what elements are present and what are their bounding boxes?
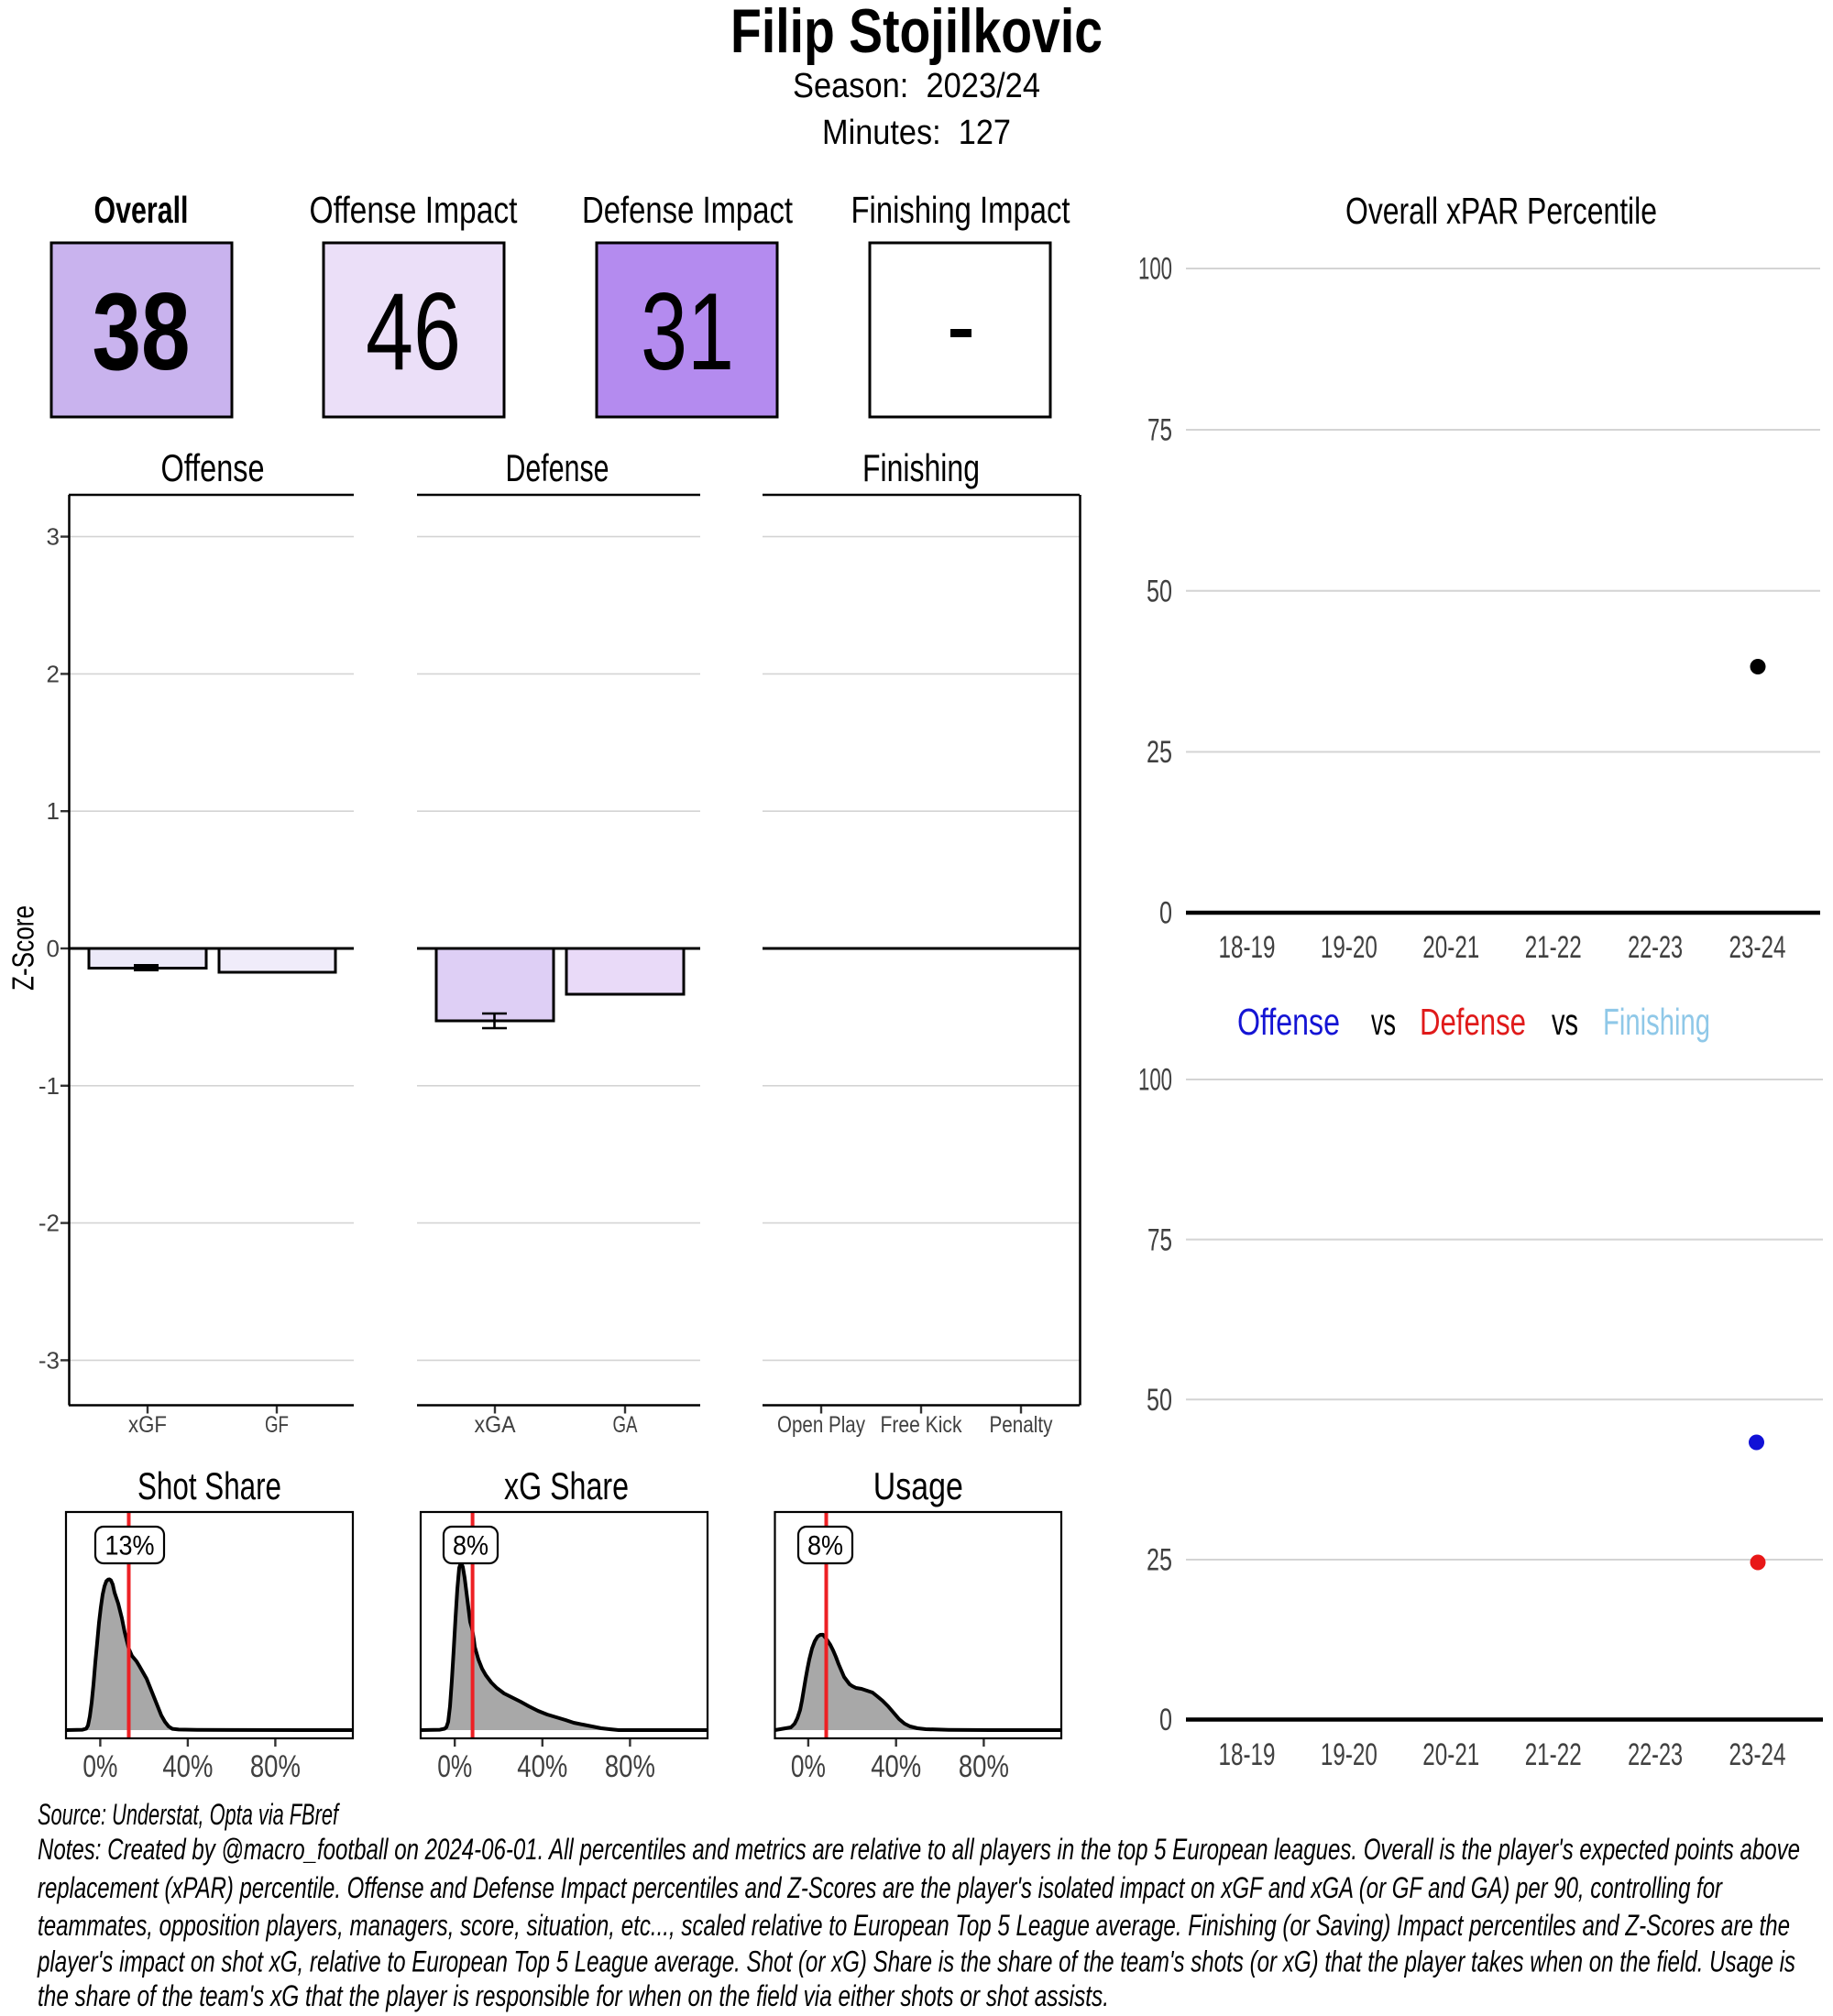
svg-text:Overall xPAR Percentile: Overall xPAR Percentile	[1345, 190, 1657, 232]
svg-text:xGA: xGA	[475, 1412, 516, 1438]
svg-text:GF: GF	[265, 1412, 289, 1438]
svg-text:xGF: xGF	[128, 1412, 167, 1438]
svg-text:75: 75	[1147, 413, 1172, 448]
svg-text:-2: -2	[38, 1210, 60, 1237]
svg-text:0: 0	[1159, 1703, 1172, 1737]
svg-text:18-19: 18-19	[1219, 1737, 1276, 1772]
svg-text:13%: 13%	[105, 1531, 155, 1561]
svg-text:Minutes: 127: Minutes: 127	[822, 114, 1011, 152]
svg-text:Finishing Impact: Finishing Impact	[851, 189, 1070, 231]
svg-text:22-23: 22-23	[1628, 930, 1683, 965]
svg-text:xG Share: xG Share	[504, 1464, 629, 1507]
svg-text:Defense: Defense	[506, 446, 609, 489]
svg-text:Z-Score: Z-Score	[6, 905, 40, 991]
svg-text:Overall: Overall	[94, 189, 189, 231]
svg-text:20-21: 20-21	[1422, 930, 1479, 965]
svg-text:1: 1	[47, 797, 60, 825]
svg-text:Offense Impact: Offense Impact	[310, 189, 518, 231]
svg-text:Offense: Offense	[1237, 1001, 1340, 1043]
svg-text:0%: 0%	[437, 1749, 472, 1784]
svg-text:Source: Understat, Opta via FB: Source: Understat, Opta via FBref	[38, 1798, 340, 1831]
svg-text:Finishing: Finishing	[862, 446, 980, 489]
svg-text:18-19: 18-19	[1219, 930, 1276, 965]
svg-text:80%: 80%	[605, 1749, 655, 1784]
svg-text:Open Play: Open Play	[777, 1412, 865, 1438]
svg-text:0%: 0%	[791, 1749, 826, 1784]
svg-text:21-22: 21-22	[1525, 930, 1582, 965]
svg-text:23-24: 23-24	[1729, 1737, 1786, 1772]
svg-text:Finishing: Finishing	[1603, 1001, 1710, 1043]
svg-text:Usage: Usage	[873, 1464, 963, 1507]
svg-text:2: 2	[47, 660, 60, 687]
svg-text:Offense: Offense	[161, 446, 265, 489]
svg-text:46: 46	[366, 270, 461, 393]
svg-text:Notes: Created by @macro_footb: Notes: Created by @macro_football on 202…	[38, 1833, 1800, 1866]
svg-text:20-21: 20-21	[1422, 1737, 1479, 1772]
svg-text:-3: -3	[38, 1346, 60, 1374]
svg-text:vs: vs	[1552, 1001, 1578, 1043]
svg-text:Shot Share: Shot Share	[137, 1464, 281, 1507]
svg-text:8%: 8%	[807, 1531, 843, 1561]
svg-text:40%: 40%	[871, 1749, 921, 1784]
svg-text:25: 25	[1147, 1543, 1172, 1578]
svg-text:80%: 80%	[959, 1749, 1009, 1784]
svg-text:75: 75	[1147, 1222, 1172, 1257]
svg-text:19-20: 19-20	[1321, 1737, 1377, 1772]
svg-text:80%: 80%	[250, 1749, 301, 1784]
svg-text:Defense Impact: Defense Impact	[582, 189, 793, 231]
svg-text:teammates, opposition players,: teammates, opposition players, managers,…	[38, 1909, 1790, 1942]
svg-text:Defense: Defense	[1420, 1001, 1526, 1043]
svg-text:GA: GA	[613, 1412, 638, 1438]
svg-text:50: 50	[1147, 1383, 1172, 1418]
svg-text:40%: 40%	[517, 1749, 567, 1784]
svg-text:21-22: 21-22	[1525, 1737, 1582, 1772]
svg-text:19-20: 19-20	[1321, 930, 1377, 965]
svg-text:22-23: 22-23	[1628, 1737, 1683, 1772]
svg-text:38: 38	[93, 270, 191, 393]
svg-text:Penalty: Penalty	[990, 1412, 1053, 1438]
svg-text:player's impact on shot xG, re: player's impact on shot xG, relative to …	[37, 1945, 1795, 1978]
svg-text:the share of the team's xG tha: the share of the team's xG that the play…	[38, 1979, 1109, 2012]
svg-text:0: 0	[1159, 896, 1172, 931]
svg-text:-1: -1	[38, 1072, 60, 1100]
svg-text:40%: 40%	[162, 1749, 213, 1784]
svg-text:50: 50	[1147, 575, 1172, 609]
svg-text:31: 31	[641, 270, 734, 393]
svg-text:0: 0	[47, 935, 60, 962]
svg-text:3: 3	[47, 523, 60, 551]
svg-text:Filip Stojilkovic: Filip Stojilkovic	[730, 0, 1103, 66]
svg-text:Free Kick: Free Kick	[881, 1412, 962, 1438]
svg-text:Season: 2023/24: Season: 2023/24	[793, 67, 1040, 105]
svg-text:100: 100	[1138, 252, 1172, 287]
svg-text:100: 100	[1138, 1063, 1172, 1098]
svg-text:replacement (xPAR) percentile.: replacement (xPAR) percentile. Offense a…	[38, 1871, 1723, 1904]
svg-text:vs: vs	[1371, 1001, 1396, 1043]
svg-text:25: 25	[1147, 735, 1172, 770]
svg-text:0%: 0%	[82, 1749, 117, 1784]
svg-text:23-24: 23-24	[1729, 930, 1786, 965]
svg-text:8%: 8%	[453, 1531, 488, 1561]
